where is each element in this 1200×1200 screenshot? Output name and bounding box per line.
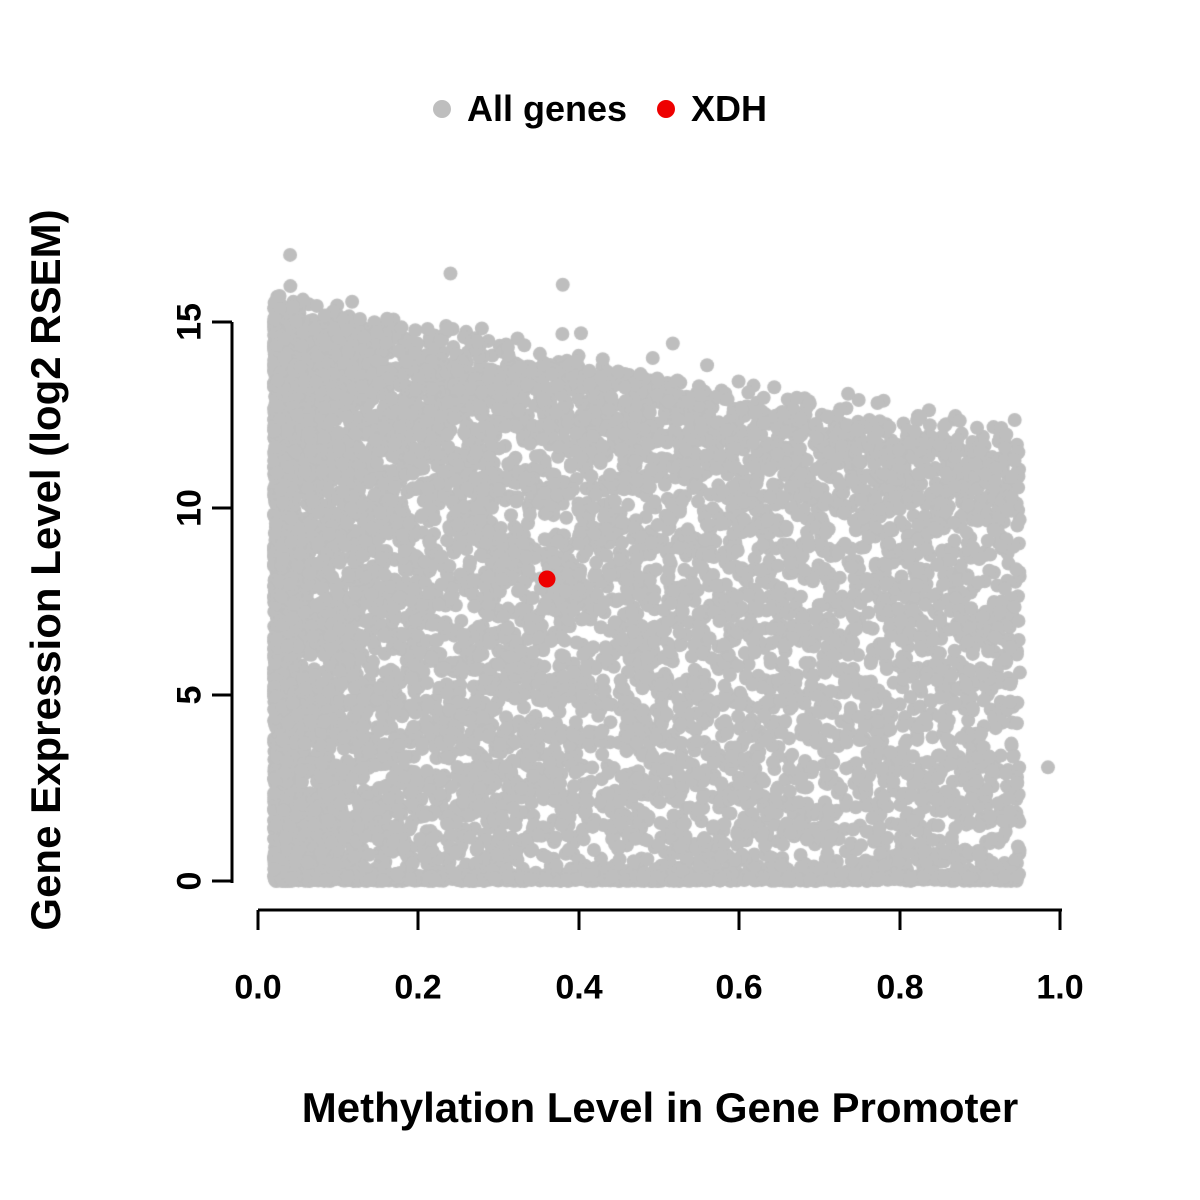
- y-tick-label: 5: [170, 685, 209, 705]
- x-tick-label: 0.6: [715, 968, 763, 1007]
- x-tick-label: 0.0: [234, 968, 282, 1007]
- y-tick-label: 10: [170, 489, 209, 527]
- x-tick-label: 0.2: [394, 968, 442, 1007]
- y-tick-label: 15: [170, 303, 209, 341]
- x-axis-title: Methylation Level in Gene Promoter: [301, 1084, 1019, 1131]
- xdh-point: [538, 570, 556, 588]
- y-tick-label: 0: [170, 871, 209, 891]
- x-tick-label: 0.8: [876, 968, 924, 1007]
- y-axis-title: Gene Expression Level (log2 RSEM): [22, 209, 69, 931]
- x-tick-label: 0.4: [555, 968, 603, 1007]
- x-tick-label: 1.0: [1036, 968, 1084, 1007]
